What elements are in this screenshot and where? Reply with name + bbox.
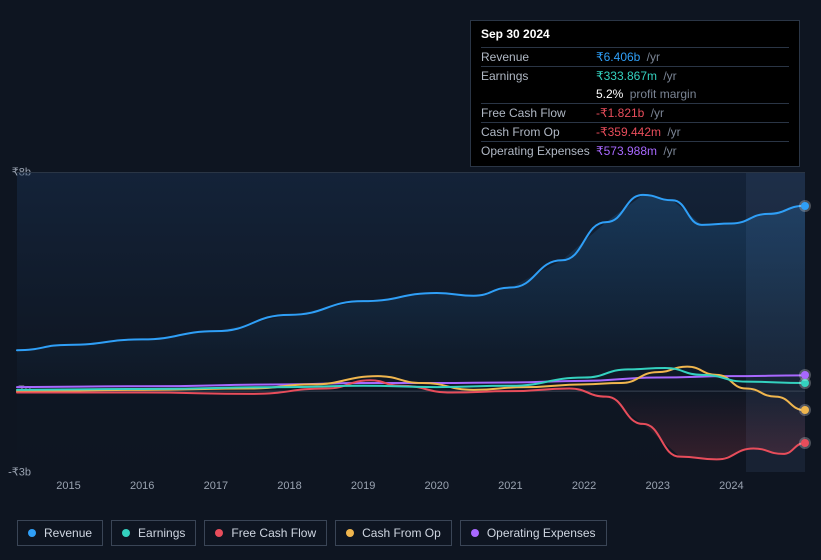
chart-tooltip: Sep 30 2024 Revenue₹6.406b /yrEarnings₹3… xyxy=(470,20,800,167)
tooltip-row-revenue: Revenue₹6.406b /yr xyxy=(481,47,789,66)
end-dot-opex xyxy=(801,371,809,379)
x-tick: 2016 xyxy=(130,480,154,492)
legend-swatch xyxy=(471,529,479,537)
x-tick: 2021 xyxy=(498,480,522,492)
chart-lines xyxy=(17,173,805,473)
tooltip-rows: Revenue₹6.406b /yrEarnings₹333.867m /yr5… xyxy=(481,47,789,160)
tooltip-value: -₹359.442m /yr xyxy=(596,125,681,139)
tooltip-value: ₹6.406b /yr xyxy=(596,50,660,64)
end-dot-earnings xyxy=(801,379,809,387)
x-tick: 2023 xyxy=(645,480,669,492)
x-axis: 2015 2016 2017 2018 2019 2020 2021 2022 2023 2024 xyxy=(17,480,805,500)
tooltip-row-margin: 5.2% profit margin xyxy=(481,85,789,103)
end-dot-cfo xyxy=(801,406,809,414)
x-tick: 2020 xyxy=(425,480,449,492)
x-tick: 2018 xyxy=(277,480,301,492)
tooltip-value: -₹1.821b /yr xyxy=(596,106,664,120)
tooltip-label: Free Cash Flow xyxy=(481,106,596,120)
legend-label: Free Cash Flow xyxy=(231,526,316,540)
tooltip-row-cfo: Cash From Op-₹359.442m /yr xyxy=(481,122,789,141)
legend-swatch xyxy=(346,529,354,537)
x-tick: 2015 xyxy=(56,480,80,492)
legend-swatch xyxy=(28,529,36,537)
legend-swatch xyxy=(122,529,130,537)
financials-chart[interactable]: ₹8b₹0-₹3b xyxy=(17,158,805,478)
fcf-area xyxy=(17,391,805,459)
tooltip-row-fcf: Free Cash Flow-₹1.821b /yr xyxy=(481,103,789,122)
legend-item-earnings[interactable]: Earnings xyxy=(111,520,196,546)
x-tick: 2019 xyxy=(351,480,375,492)
legend-item-fcf[interactable]: Free Cash Flow xyxy=(204,520,327,546)
end-dot-fcf xyxy=(801,439,809,447)
x-tick: 2024 xyxy=(719,480,743,492)
legend-label: Revenue xyxy=(44,526,92,540)
legend-item-opex[interactable]: Operating Expenses xyxy=(460,520,607,546)
legend-item-cfo[interactable]: Cash From Op xyxy=(335,520,452,546)
tooltip-value: 5.2% profit margin xyxy=(596,87,696,101)
legend-swatch xyxy=(215,529,223,537)
legend-label: Operating Expenses xyxy=(487,526,596,540)
tooltip-value: ₹573.988m /yr xyxy=(596,144,677,158)
revenue-area xyxy=(17,195,805,391)
x-tick: 2022 xyxy=(572,480,596,492)
tooltip-label: Revenue xyxy=(481,50,596,64)
tooltip-label xyxy=(481,87,596,101)
x-tick: 2017 xyxy=(204,480,228,492)
tooltip-date: Sep 30 2024 xyxy=(481,27,789,43)
end-dot-revenue xyxy=(801,202,809,210)
tooltip-label: Earnings xyxy=(481,69,596,83)
legend-item-revenue[interactable]: Revenue xyxy=(17,520,103,546)
chart-legend: Revenue Earnings Free Cash Flow Cash From O… xyxy=(17,520,607,546)
plot-area xyxy=(17,172,805,472)
tooltip-value: ₹333.867m /yr xyxy=(596,69,677,83)
tooltip-label: Cash From Op xyxy=(481,125,596,139)
legend-label: Cash From Op xyxy=(362,526,441,540)
legend-label: Earnings xyxy=(138,526,185,540)
tooltip-label: Operating Expenses xyxy=(481,144,596,158)
tooltip-row-earnings: Earnings₹333.867m /yr xyxy=(481,66,789,85)
